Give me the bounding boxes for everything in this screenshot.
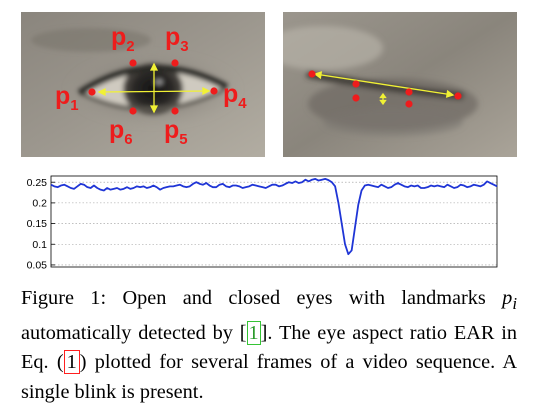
closed-eye-distance-arrows (313, 71, 455, 106)
y-tick-label: 0.05 (27, 260, 48, 272)
landmark-label-p1: p1 (55, 82, 79, 114)
open-eye-image: p1 p2 p3 p4 p5 p6 (21, 12, 265, 157)
caption-text-a: Open and closed eyes with landmarks (106, 287, 503, 309)
landmark-label-p2: p2 (111, 23, 135, 55)
landmark-label-p5: p5 (164, 116, 188, 148)
ear-series-line (50, 178, 498, 256)
chart-plot-frame (50, 175, 498, 268)
y-tick-label: 0.1 (32, 239, 47, 251)
figure-label: Figure 1: (21, 287, 107, 309)
citation-link[interactable]: 1 (246, 320, 261, 345)
y-tick-label: 0.15 (27, 218, 48, 230)
caption-text-d: ) plotted for several frames of a video … (21, 351, 517, 403)
math-variable: pi (502, 287, 518, 314)
caption-text-c: ]. The eye aspect ratio EAR in Eq. ( (21, 321, 517, 374)
ear-line-chart: 0.25 0.2 0.15 0.1 0.05 (27, 175, 498, 272)
landmark-label-p3: p3 (165, 23, 189, 55)
landmark-label-p4: p4 (223, 80, 247, 112)
caption-text-b: automatically detected by [ (21, 321, 247, 344)
figure-caption: Figure 1: Open and closed eyes with land… (21, 284, 517, 407)
eye-distance-arrows (97, 62, 211, 114)
y-tick-label: 0.2 (32, 197, 47, 209)
y-tick-label: 0.25 (27, 177, 48, 189)
equation-link[interactable]: 1 (63, 350, 80, 375)
chart-gridlines (51, 181, 497, 266)
closed-eye-landmark-points (308, 70, 462, 108)
landmark-points (88, 59, 218, 115)
landmark-label-p6: p6 (109, 116, 133, 148)
closed-eye-image (283, 12, 517, 157)
